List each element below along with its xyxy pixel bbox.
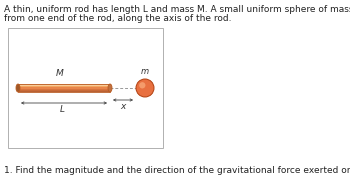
Bar	[18, 86, 110, 87]
Bar	[18, 91, 110, 92]
Bar	[18, 87, 110, 88]
Text: M: M	[56, 69, 64, 78]
Bar	[18, 84, 110, 85]
Text: from one end of the rod, along the axis of the rod.: from one end of the rod, along the axis …	[4, 14, 231, 23]
Bar	[8, 28, 163, 148]
Bar	[18, 90, 110, 91]
Bar	[18, 89, 110, 90]
Text: L: L	[60, 105, 64, 114]
Circle shape	[139, 82, 146, 88]
Ellipse shape	[108, 84, 112, 92]
Bar	[18, 88, 110, 89]
Bar	[18, 85, 110, 86]
Text: A thin, uniform rod has length L and mass M. A small uniform sphere of mass m is: A thin, uniform rod has length L and mas…	[4, 5, 350, 14]
Text: m: m	[141, 67, 149, 76]
Circle shape	[136, 79, 154, 97]
Text: 1. Find the magnitude and the direction of the gravitational force exerted on th: 1. Find the magnitude and the direction …	[4, 166, 350, 175]
Ellipse shape	[16, 84, 20, 92]
Text: x: x	[120, 102, 126, 111]
Bar	[18, 84, 110, 92]
